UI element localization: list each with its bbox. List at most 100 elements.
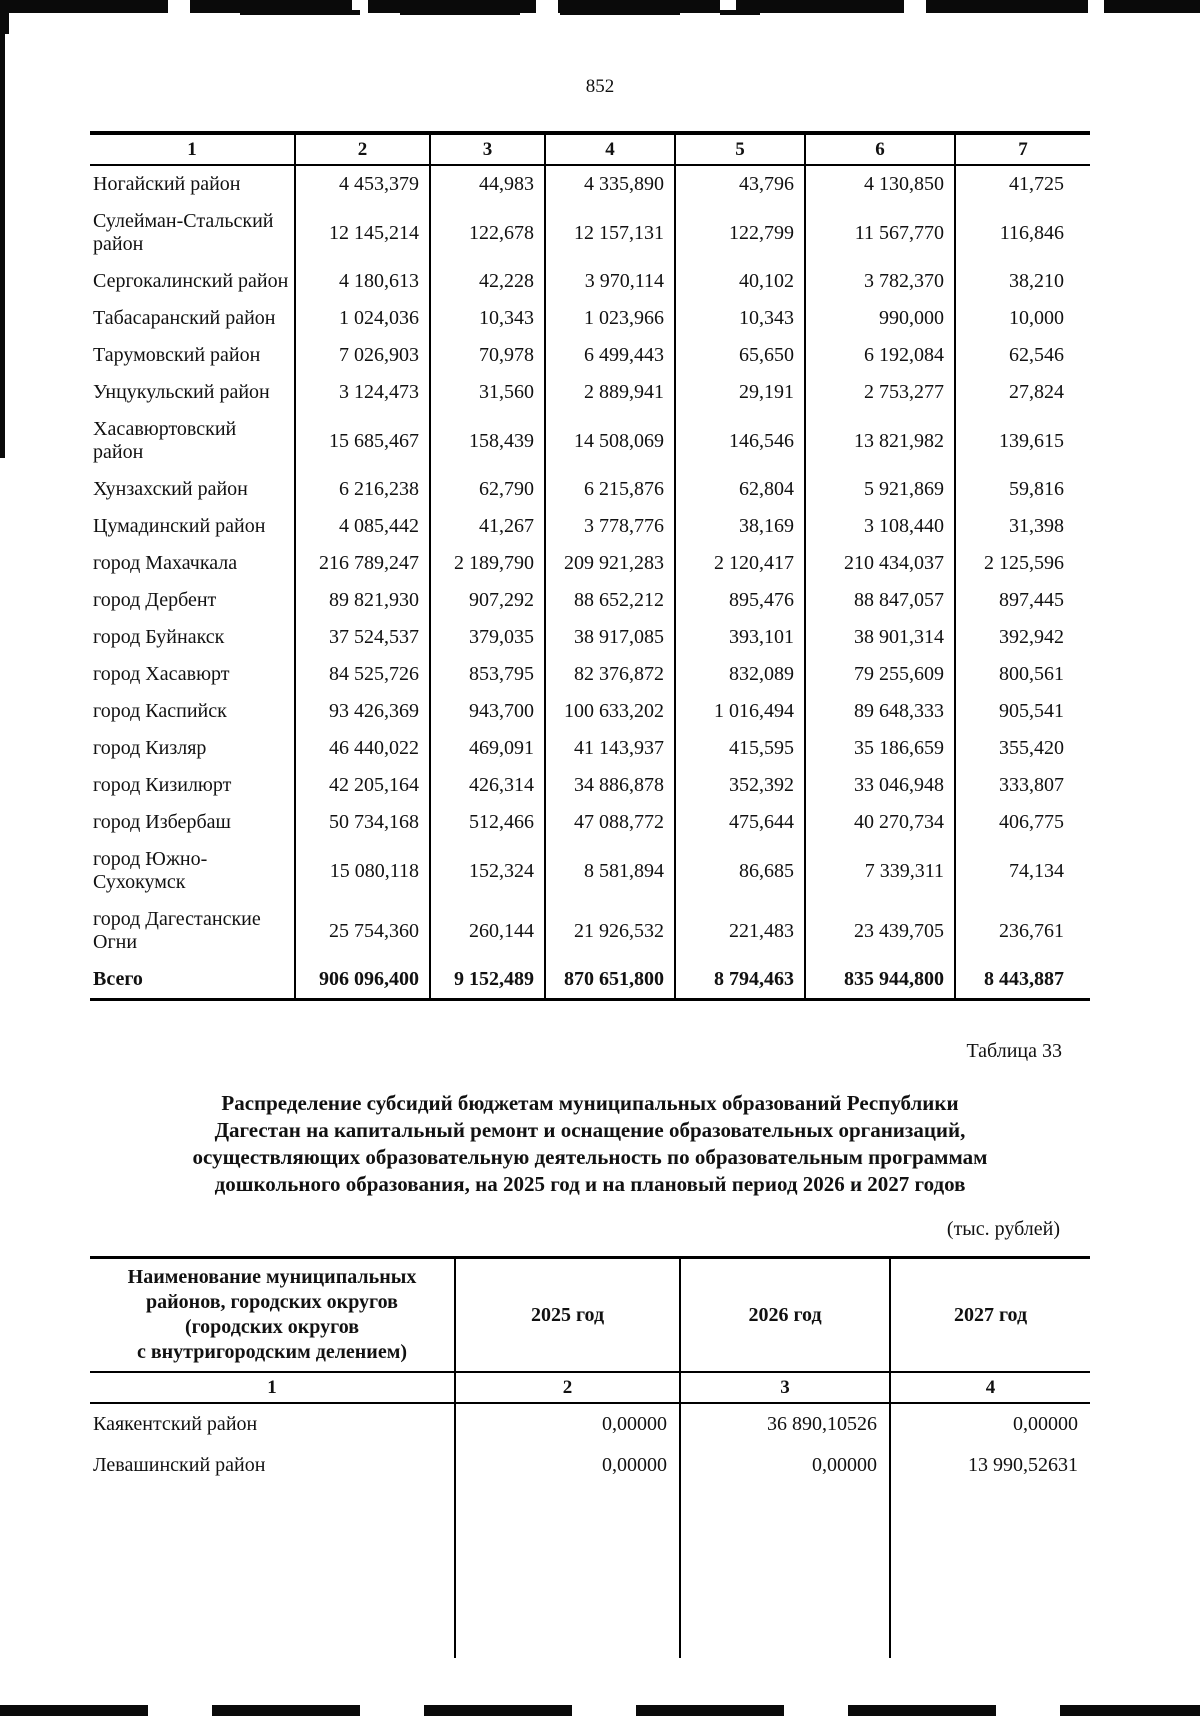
value-cell: 79 255,609 xyxy=(804,656,955,693)
value-cell: 50 734,168 xyxy=(294,804,430,841)
value-cell: 93 426,369 xyxy=(294,693,430,730)
value-cell: 65,650 xyxy=(674,337,805,374)
value-cell: 8 581,894 xyxy=(544,841,675,901)
table-33-title: Распределение субсидий бюджетам муниципа… xyxy=(192,1091,988,1196)
value-cell: 40 270,734 xyxy=(804,804,955,841)
value-cell: 333,807 xyxy=(954,767,1090,804)
value-cell: 1 023,966 xyxy=(544,300,675,337)
district-name: Цумадинский район xyxy=(93,515,266,537)
value-cell: 0,00000 xyxy=(454,1445,680,1486)
value-cell: 3 782,370 xyxy=(804,263,955,300)
value-cell: 86,685 xyxy=(674,841,805,901)
table-row: Левашинский район 0,00000 0,00000 13 990,52… xyxy=(90,1445,1090,1486)
scan-artifact-left-edge xyxy=(0,0,5,458)
district-name: Ногайский район xyxy=(93,173,241,195)
value-cell: 100 633,202 xyxy=(544,693,675,730)
value-cell: 1 016,494 xyxy=(674,693,805,730)
district-name: город Кизляр xyxy=(93,737,207,759)
value-cell: 355,420 xyxy=(954,730,1090,767)
value-cell: 3 778,776 xyxy=(544,508,675,545)
column-number: 3 xyxy=(679,1372,890,1403)
table-row: город Каспийск 93 426,369 943,700 100 633,2… xyxy=(90,693,1090,730)
value-cell: 943,700 xyxy=(429,693,545,730)
column-number: 5 xyxy=(674,133,805,165)
value-cell: 6 216,238 xyxy=(294,471,430,508)
district-name: Хасавюртовский район xyxy=(93,418,237,463)
value-cell: 89 821,930 xyxy=(294,582,430,619)
value-cell: 122,678 xyxy=(429,203,545,263)
value-cell: 379,035 xyxy=(429,619,545,656)
district-name: город Хасавюрт xyxy=(93,663,230,685)
value-cell: 4 130,850 xyxy=(804,165,955,203)
value-cell: 10,000 xyxy=(954,300,1090,337)
value-cell: 209 921,283 xyxy=(544,545,675,582)
district-name: город Кизилюрт xyxy=(93,774,232,796)
page-number: 852 xyxy=(585,76,615,97)
column-number: 3 xyxy=(429,133,545,165)
name-column-header: Наименование муниципальных районов, горо… xyxy=(127,1266,417,1363)
value-cell: 4 180,613 xyxy=(294,263,430,300)
table-row: город Буйнакск 37 524,537 379,035 38 917,08… xyxy=(90,619,1090,656)
total-row: Всего 906 096,400 9 152,489 870 651,800 8 79… xyxy=(90,961,1090,1000)
table-row: Ногайский район 4 453,379 44,983 4 335,890 4… xyxy=(90,165,1090,203)
value-cell: 41 143,937 xyxy=(544,730,675,767)
value-cell: 11 567,770 xyxy=(804,203,955,263)
scan-artifact-top xyxy=(0,0,1200,13)
column-number: 2 xyxy=(454,1372,680,1403)
value-cell: 469,091 xyxy=(429,730,545,767)
value-cell: 43,796 xyxy=(674,165,805,203)
table-row: Сулейман-Стальский район 12 145,214 122,67… xyxy=(90,203,1090,263)
value-cell: 15 685,467 xyxy=(294,411,430,471)
value-cell: 31,560 xyxy=(429,374,545,411)
value-cell: 907,292 xyxy=(429,582,545,619)
table-row: город Кизляр 46 440,022 469,091 41 143,937 4… xyxy=(90,730,1090,767)
table-row: Тарумовский район 7 026,903 70,978 6 499,44… xyxy=(90,337,1090,374)
units-note: (тыс. рублей) xyxy=(946,1218,1060,1240)
scan-artifact-left-corner xyxy=(0,0,9,34)
column-number: 4 xyxy=(889,1372,1090,1403)
value-cell: 6 192,084 xyxy=(804,337,955,374)
value-cell: 906 096,400 xyxy=(294,961,430,1000)
value-cell: 15 080,118 xyxy=(294,841,430,901)
value-cell: 2 889,941 xyxy=(544,374,675,411)
column-number: 4 xyxy=(544,133,675,165)
value-cell: 853,795 xyxy=(429,656,545,693)
table-row: Табасаранский район 1 024,036 10,343 1 023,… xyxy=(90,300,1090,337)
value-cell: 62,546 xyxy=(954,337,1090,374)
value-cell: 2 753,277 xyxy=(804,374,955,411)
value-cell: 34 886,878 xyxy=(544,767,675,804)
value-cell: 2 189,790 xyxy=(429,545,545,582)
scan-artifact-bottom xyxy=(0,1705,1200,1716)
table-row: город Избербаш 50 734,168 512,466 47 088,77… xyxy=(90,804,1090,841)
year-column-header: 2026 год xyxy=(679,1257,890,1372)
value-cell: 14 508,069 xyxy=(544,411,675,471)
value-cell: 4 085,442 xyxy=(294,508,430,545)
value-cell: 475,644 xyxy=(674,804,805,841)
value-cell: 13 821,982 xyxy=(804,411,955,471)
district-name: Сулейман-Стальский район xyxy=(93,210,274,255)
value-cell: 89 648,333 xyxy=(804,693,955,730)
value-cell: 832,089 xyxy=(674,656,805,693)
value-cell: 70,978 xyxy=(429,337,545,374)
scan-artifact-top-secondary xyxy=(240,10,760,15)
value-cell: 393,101 xyxy=(674,619,805,656)
empty-cell xyxy=(889,1486,1090,1658)
district-name: Каякентский район xyxy=(93,1413,258,1435)
value-cell: 38,169 xyxy=(674,508,805,545)
table-33: Наименование муниципальных районов, горо… xyxy=(90,1256,1090,1658)
value-cell: 40,102 xyxy=(674,263,805,300)
table-row: город Хасавюрт 84 525,726 853,795 82 376,87… xyxy=(90,656,1090,693)
column-number: 2 xyxy=(294,133,430,165)
year-column-header: 2027 год xyxy=(889,1257,1090,1372)
value-cell: 3 124,473 xyxy=(294,374,430,411)
value-cell: 2 125,596 xyxy=(954,545,1090,582)
value-cell: 146,546 xyxy=(674,411,805,471)
district-name: город Каспийск xyxy=(93,700,227,722)
value-cell: 870 651,800 xyxy=(544,961,675,1000)
empty-cell xyxy=(90,1486,455,1658)
value-cell: 895,476 xyxy=(674,582,805,619)
value-cell: 392,942 xyxy=(954,619,1090,656)
value-cell: 13 990,52631 xyxy=(889,1445,1090,1486)
table-row: город Дагестанские Огни 25 754,360 260,144… xyxy=(90,901,1090,961)
